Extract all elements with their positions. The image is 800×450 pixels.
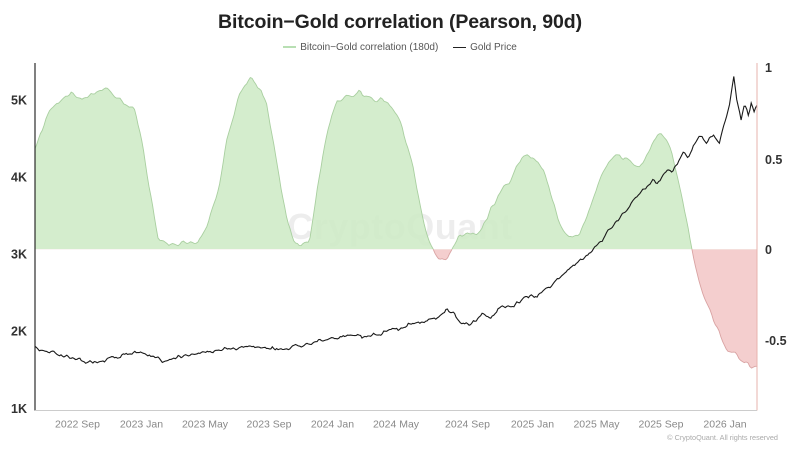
svg-text:1: 1 [765,61,772,75]
svg-text:5K: 5K [11,94,27,108]
svg-text:2023 May: 2023 May [182,419,229,431]
svg-text:0.5: 0.5 [765,153,782,167]
svg-text:2024 Sep: 2024 Sep [445,419,490,431]
svg-text:2022 Sep: 2022 Sep [55,419,100,431]
svg-text:2025 Sep: 2025 Sep [639,419,684,431]
svg-text:2K: 2K [11,325,27,339]
svg-text:2025 Jan: 2025 Jan [511,419,554,431]
svg-text:2026 Jan: 2026 Jan [703,419,746,431]
svg-text:2024 Jan: 2024 Jan [311,419,354,431]
svg-text:2024 May: 2024 May [373,419,420,431]
svg-text:2023 Sep: 2023 Sep [247,419,292,431]
svg-text:1K: 1K [11,402,27,416]
svg-text:0: 0 [765,243,772,257]
svg-text:2025 May: 2025 May [573,419,620,431]
svg-text:4K: 4K [11,171,27,185]
svg-text:-0.5: -0.5 [765,334,787,348]
svg-text:2023 Jan: 2023 Jan [120,419,163,431]
svg-text:3K: 3K [11,248,27,262]
